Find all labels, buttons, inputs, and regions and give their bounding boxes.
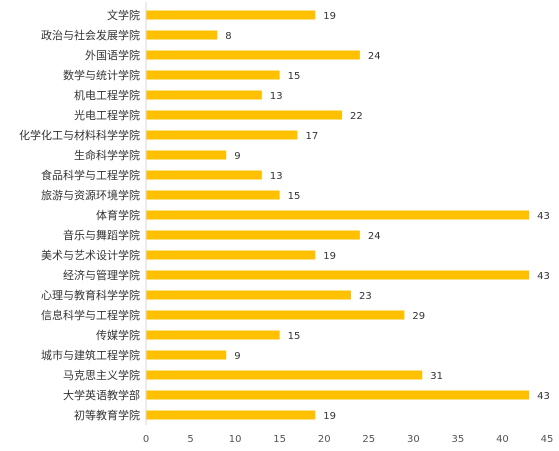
category-label: 经济与管理学院 — [63, 268, 140, 282]
bar — [146, 10, 316, 20]
category-label: 化学化工与材料科学学院 — [19, 128, 140, 142]
category-label: 初等教育学院 — [74, 408, 140, 422]
category-label: 生命科学学院 — [74, 148, 140, 162]
bar — [146, 170, 262, 180]
x-tick-label: 20 — [318, 434, 331, 445]
x-tick-label: 5 — [187, 434, 193, 445]
category-label: 美术与艺术设计学院 — [41, 248, 140, 262]
x-tick-label: 15 — [273, 434, 286, 445]
bar — [146, 230, 360, 240]
bar — [146, 410, 316, 420]
value-label: 19 — [323, 411, 336, 422]
category-label: 传媒学院 — [96, 328, 140, 342]
value-label: 24 — [368, 51, 381, 62]
value-label: 13 — [270, 171, 283, 182]
value-label: 31 — [430, 371, 443, 382]
value-label: 43 — [537, 271, 550, 282]
value-label: 22 — [350, 111, 363, 122]
bar — [146, 90, 262, 100]
bar — [146, 130, 298, 140]
x-tick-label: 40 — [496, 434, 509, 445]
x-tick-label: 35 — [452, 434, 465, 445]
bar — [146, 390, 530, 400]
category-label: 外国语学院 — [85, 48, 140, 62]
value-label: 24 — [368, 231, 381, 242]
bar — [146, 330, 280, 340]
category-label: 音乐与舞蹈学院 — [63, 228, 140, 242]
category-label: 体育学院 — [96, 208, 140, 222]
bar — [146, 150, 227, 160]
x-tick-label: 0 — [143, 434, 149, 445]
bar — [146, 210, 530, 220]
value-label: 17 — [305, 131, 318, 142]
category-label: 马克思主义学院 — [63, 368, 140, 382]
x-tick-label: 25 — [362, 434, 375, 445]
category-label: 文学院 — [107, 8, 140, 22]
category-label: 信息科学与工程学院 — [41, 308, 140, 322]
bar — [146, 30, 218, 40]
value-label: 23 — [359, 291, 372, 302]
value-label: 43 — [537, 391, 550, 402]
category-label: 机电工程学院 — [74, 88, 140, 102]
value-label: 19 — [323, 11, 336, 22]
value-labels: 19 8 24 15 13 22 17 9 13 15 43 24 19 43 23 29 15 9 31 43 19 — [225, 11, 550, 422]
bar — [146, 110, 343, 120]
bar — [146, 190, 280, 200]
category-label: 城市与建筑工程学院 — [41, 348, 140, 362]
value-label: 9 — [234, 351, 240, 362]
category-label: 旅游与资源环境学院 — [41, 188, 140, 202]
bar — [146, 250, 316, 260]
value-label: 15 — [288, 331, 301, 342]
bars-layer — [146, 10, 530, 420]
x-tick-label: 30 — [407, 434, 420, 445]
x-axis: 0 5 10 15 20 25 30 35 40 45 — [143, 2, 554, 445]
value-label: 15 — [288, 191, 301, 202]
value-label: 13 — [270, 91, 283, 102]
bar — [146, 270, 530, 280]
value-label: 19 — [323, 251, 336, 262]
value-label: 8 — [225, 31, 231, 42]
bar — [146, 370, 423, 380]
category-label: 食品科学与工程学院 — [41, 168, 140, 182]
value-label: 43 — [537, 211, 550, 222]
x-tick-label: 45 — [541, 434, 554, 445]
category-label: 数学与统计学院 — [63, 68, 140, 82]
bar — [146, 290, 351, 300]
x-tick-label: 10 — [229, 434, 242, 445]
bar — [146, 310, 405, 320]
value-label: 15 — [288, 71, 301, 82]
bar — [146, 350, 227, 360]
category-label: 大学英语教学部 — [63, 388, 140, 402]
category-labels: 文学院政治与社会发展学院外国语学院数学与统计学院机电工程学院光电工程学院化学化工… — [19, 8, 140, 422]
bar — [146, 50, 360, 60]
value-label: 9 — [234, 151, 240, 162]
category-label: 心理与教育科学学院 — [41, 288, 140, 302]
bar — [146, 70, 280, 80]
category-label: 光电工程学院 — [74, 108, 140, 122]
category-label: 政治与社会发展学院 — [41, 28, 140, 42]
value-label: 29 — [412, 311, 425, 322]
